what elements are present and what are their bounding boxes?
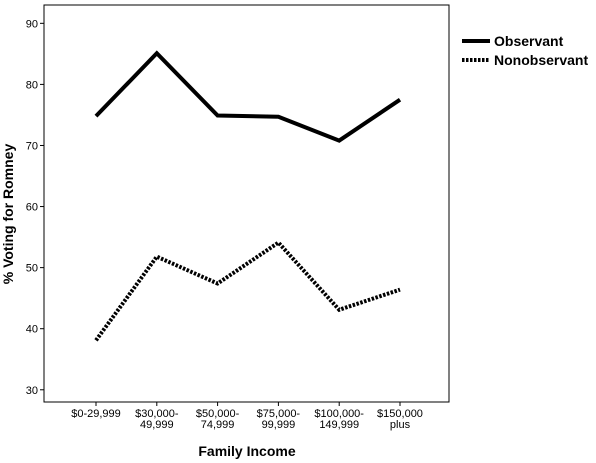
y-tick-label: 30 [26, 385, 38, 397]
legend-label-nonobservant: Nonobservant [494, 52, 588, 68]
plot-frame [43, 4, 450, 403]
plot-area [43, 4, 450, 403]
y-tick-label: 70 [26, 140, 38, 152]
y-tick-label: 40 [26, 324, 38, 336]
x-tick-label: $150,000 plus [377, 408, 423, 431]
y-tick-label: 90 [26, 18, 38, 30]
x-tick-label: $100,000-149,999 [314, 408, 364, 431]
x-tick-label: $0-29,999 [71, 408, 121, 420]
y-tick-label: 50 [26, 263, 38, 275]
series-line-observant [94, 50, 402, 143]
series-layer [94, 50, 402, 342]
x-tick-label: $50,000-74,999 [196, 408, 240, 431]
y-axis: 30 40 50 60 70 80 90 [26, 18, 44, 397]
x-tick-label: $75,000-99,999 [257, 408, 301, 431]
x-tick-label: $30,000-49,999 [135, 408, 179, 431]
y-tick-label: 60 [26, 202, 38, 214]
x-axis: $0-29,999 $30,000-49,999 $50,000-74,999 $75… [71, 402, 423, 431]
legend: Observant Nonobservant [462, 33, 588, 68]
x-axis-title: Family Income [198, 443, 295, 459]
legend-label-observant: Observant [494, 33, 564, 49]
y-axis-title: % Voting for Romney [0, 144, 16, 285]
series-line-nonobservant [94, 239, 401, 342]
y-tick-label: 80 [26, 79, 38, 91]
